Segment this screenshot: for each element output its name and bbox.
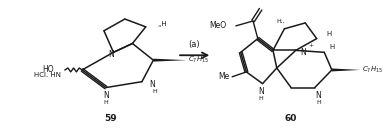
Text: +: + (308, 43, 313, 48)
Polygon shape (332, 68, 361, 71)
Text: Me: Me (218, 72, 229, 81)
Text: N: N (149, 80, 155, 89)
Text: H: H (103, 100, 108, 105)
Text: HO: HO (42, 65, 54, 75)
Text: H: H (258, 96, 263, 101)
Text: H,,: H,, (276, 18, 285, 23)
Text: N: N (258, 87, 264, 96)
Text: MeO: MeO (209, 21, 227, 30)
Text: (a): (a) (188, 40, 200, 49)
Text: 60: 60 (285, 114, 297, 123)
Text: $C_7H_{15}$: $C_7H_{15}$ (188, 55, 210, 65)
Polygon shape (153, 59, 186, 62)
Text: H: H (316, 100, 321, 105)
Text: $C_7H_{15}$: $C_7H_{15}$ (362, 65, 384, 75)
Text: ,,H: ,,H (157, 21, 167, 27)
Text: N: N (109, 50, 114, 59)
Text: H: H (329, 44, 334, 50)
Text: 59: 59 (104, 114, 117, 123)
Text: N: N (103, 91, 109, 100)
Text: N: N (316, 91, 322, 100)
Text: H: H (152, 89, 157, 94)
Text: H: H (326, 31, 332, 37)
Text: N: N (301, 48, 306, 57)
Text: HCl. HN: HCl. HN (34, 72, 61, 78)
